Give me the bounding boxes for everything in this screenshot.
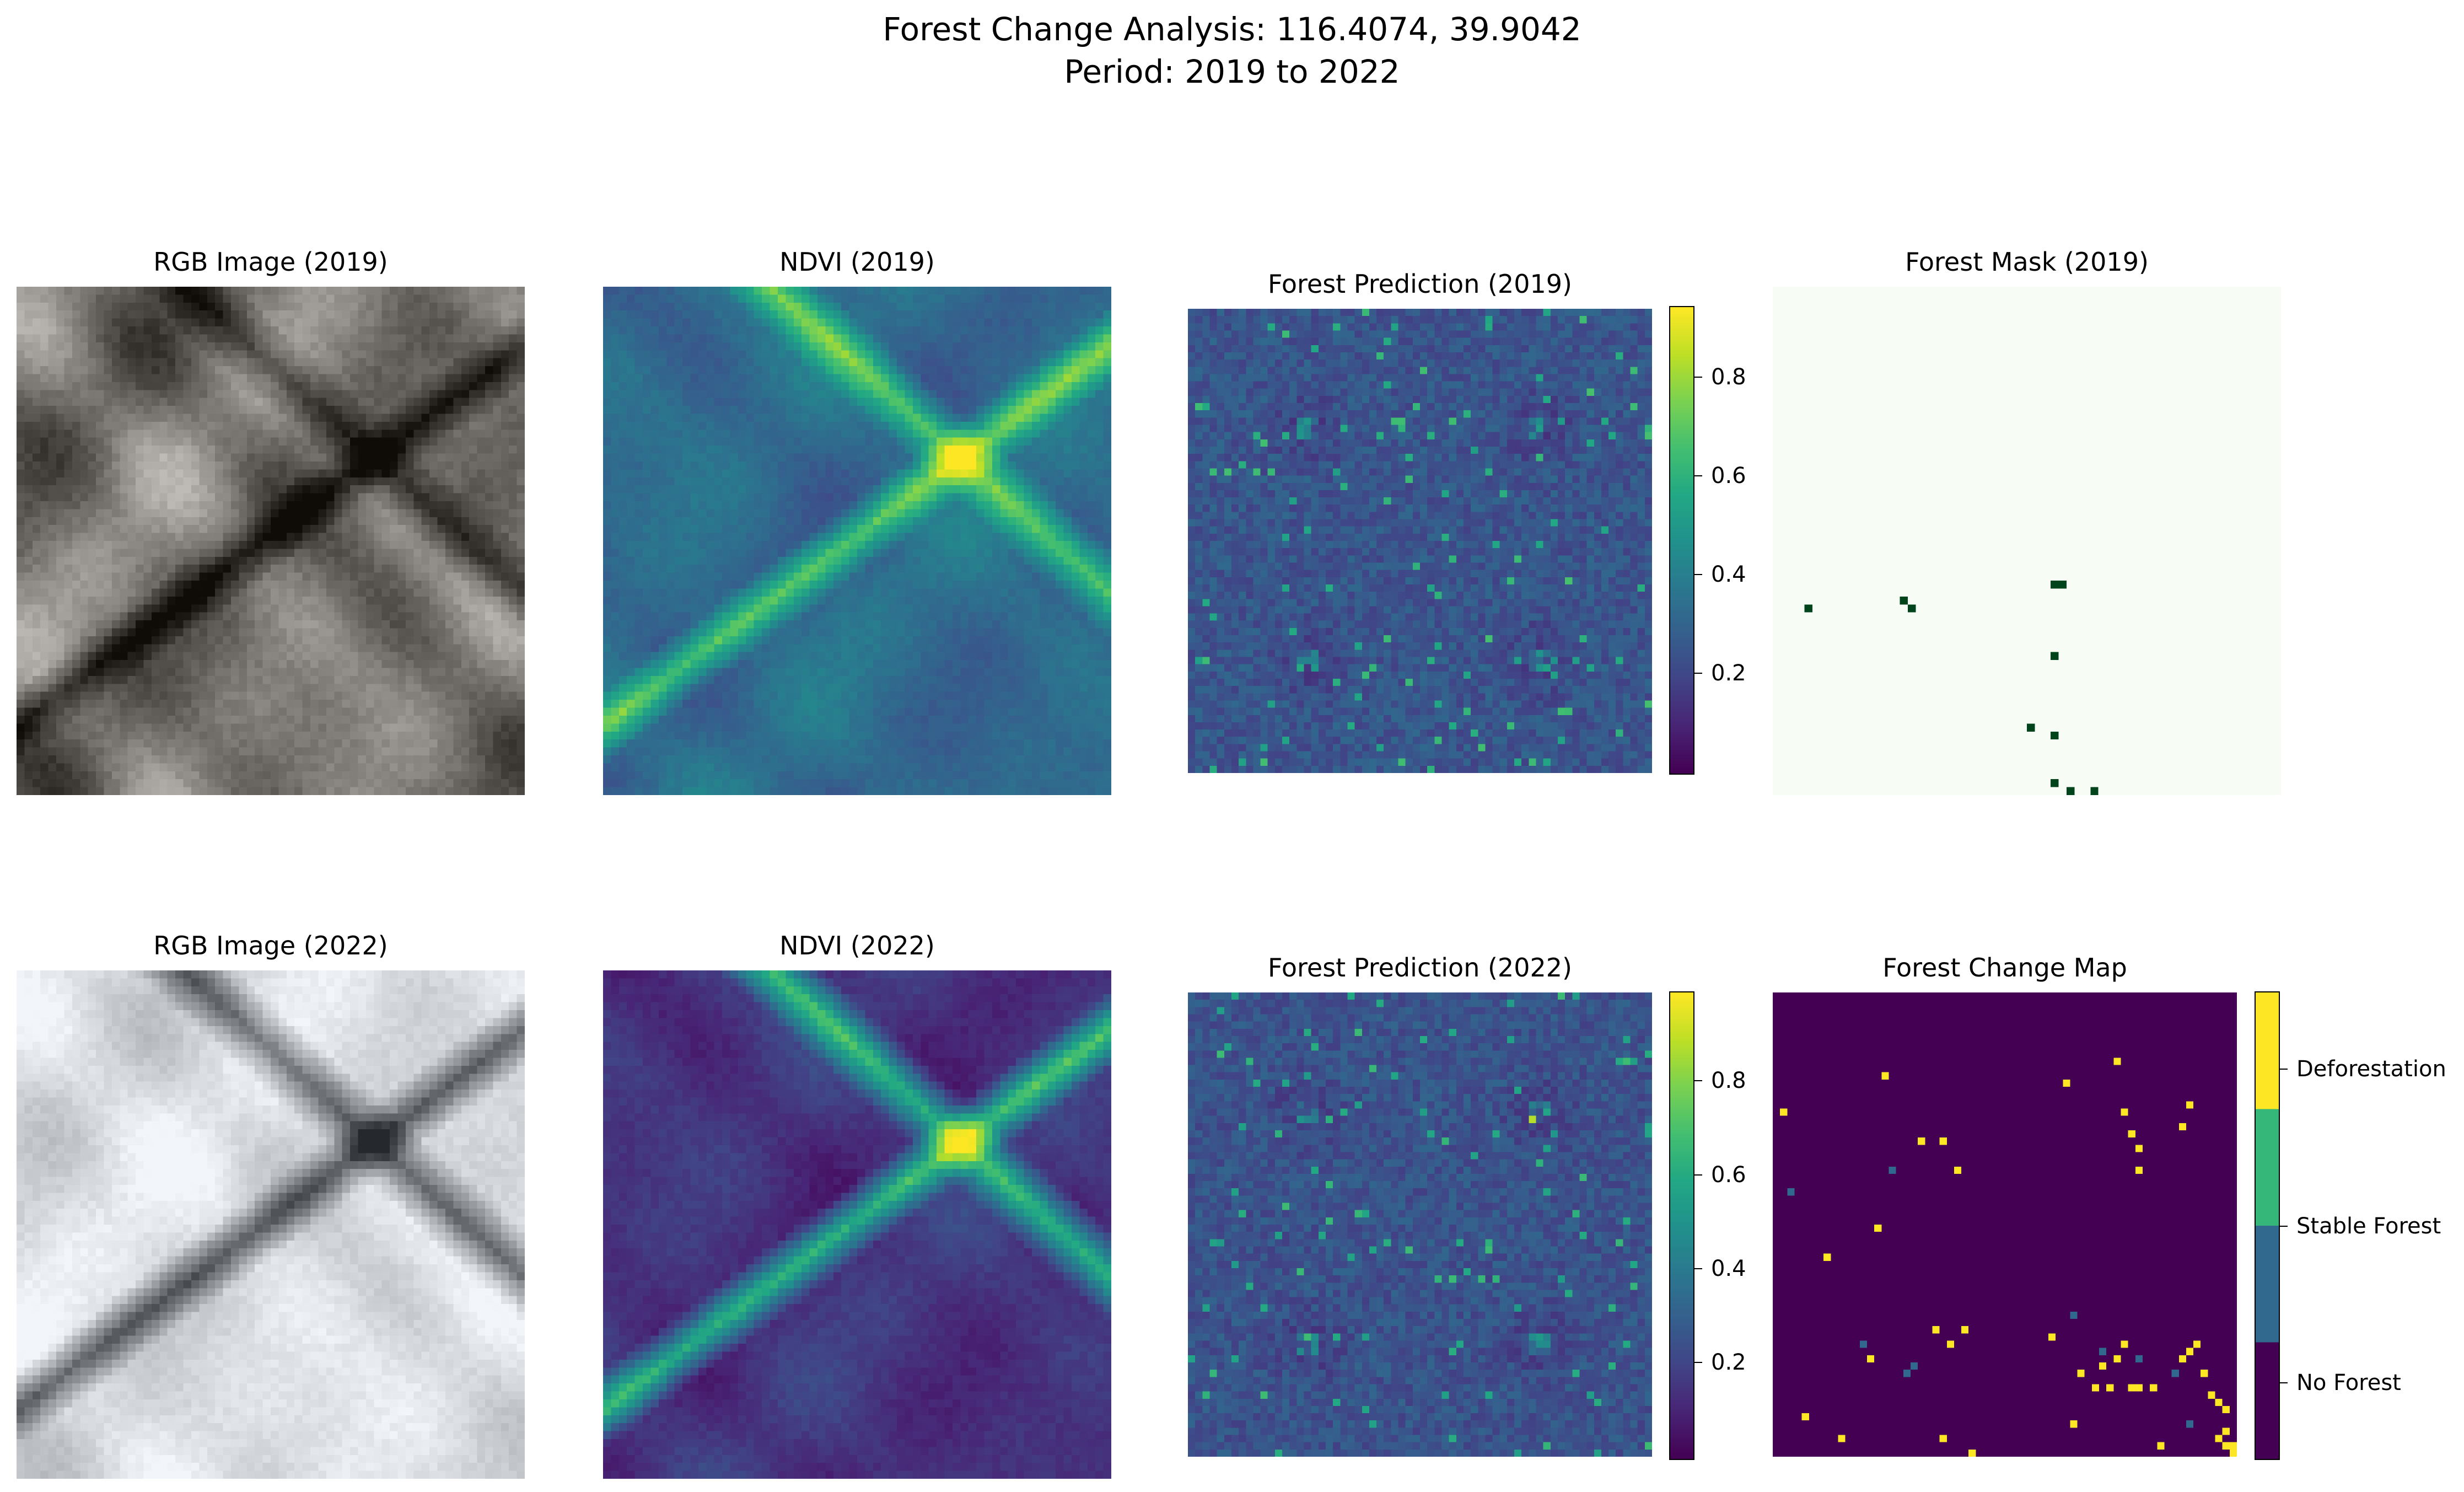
cb3-tick [2280,1069,2288,1070]
cb3-tick [2280,1226,2288,1227]
panel-title-ndvi-2019: NDVI (2019) [779,247,935,277]
cb1-tick-label: 0.6 [1711,463,1746,489]
cb1-tick [1694,377,1702,378]
forest-mask-map-2019 [1773,287,2281,795]
panel-title-pred-2022: Forest Prediction (2022) [1268,953,1572,983]
cb2-tick-label: 0.2 [1711,1350,1746,1375]
cb2-tick-label: 0.8 [1711,1068,1746,1093]
cb2-tick [1694,1268,1702,1269]
cb3-tick-label: No Forest [2296,1370,2401,1396]
colorbar-change-map [2255,991,2280,1460]
cb1-tick [1694,475,1702,476]
forest-prediction-map-2019 [1188,309,1652,773]
panel-title-rgb-2022: RGB Image (2022) [153,931,388,960]
cb3-tick [2280,1382,2288,1383]
panel-title-ndvi-2022: NDVI (2022) [779,931,935,960]
panel-title-change-map: Forest Change Map [1882,953,2127,983]
cb2-tick-label: 0.6 [1711,1162,1746,1188]
ndvi-map-2019 [603,287,1111,795]
cb2-tick-label: 0.4 [1711,1256,1746,1281]
figure-title-line2: Period: 2019 to 2022 [1064,53,1400,90]
forest-change-map [1773,992,2237,1457]
cb2-tick [1694,1080,1702,1081]
rgb-image-2022 [17,970,525,1479]
cb3-tick-label: Stable Forest [2296,1214,2441,1239]
cb1-tick-label: 0.8 [1711,364,1746,390]
figure-title-line1: Forest Change Analysis: 116.4074, 39.904… [883,10,1581,48]
panel-title-rgb-2019: RGB Image (2019) [153,247,388,277]
cb1-tick [1694,574,1702,575]
cb3-tick-label: Deforestation [2296,1056,2446,1082]
cb1-tick-label: 0.2 [1711,661,1746,686]
forest-prediction-map-2022 [1188,992,1652,1457]
rgb-image-2019 [17,287,525,795]
panel-title-pred-2019: Forest Prediction (2019) [1268,269,1572,299]
cb1-tick-label: 0.4 [1711,562,1746,587]
cb2-tick [1694,1362,1702,1363]
panel-title-mask-2019: Forest Mask (2019) [1905,247,2149,277]
ndvi-map-2022 [603,970,1111,1479]
cb2-tick [1694,1174,1702,1176]
cb1-tick [1694,673,1702,674]
colorbar-pred-2019 [1669,306,1694,775]
colorbar-pred-2022 [1669,991,1694,1460]
